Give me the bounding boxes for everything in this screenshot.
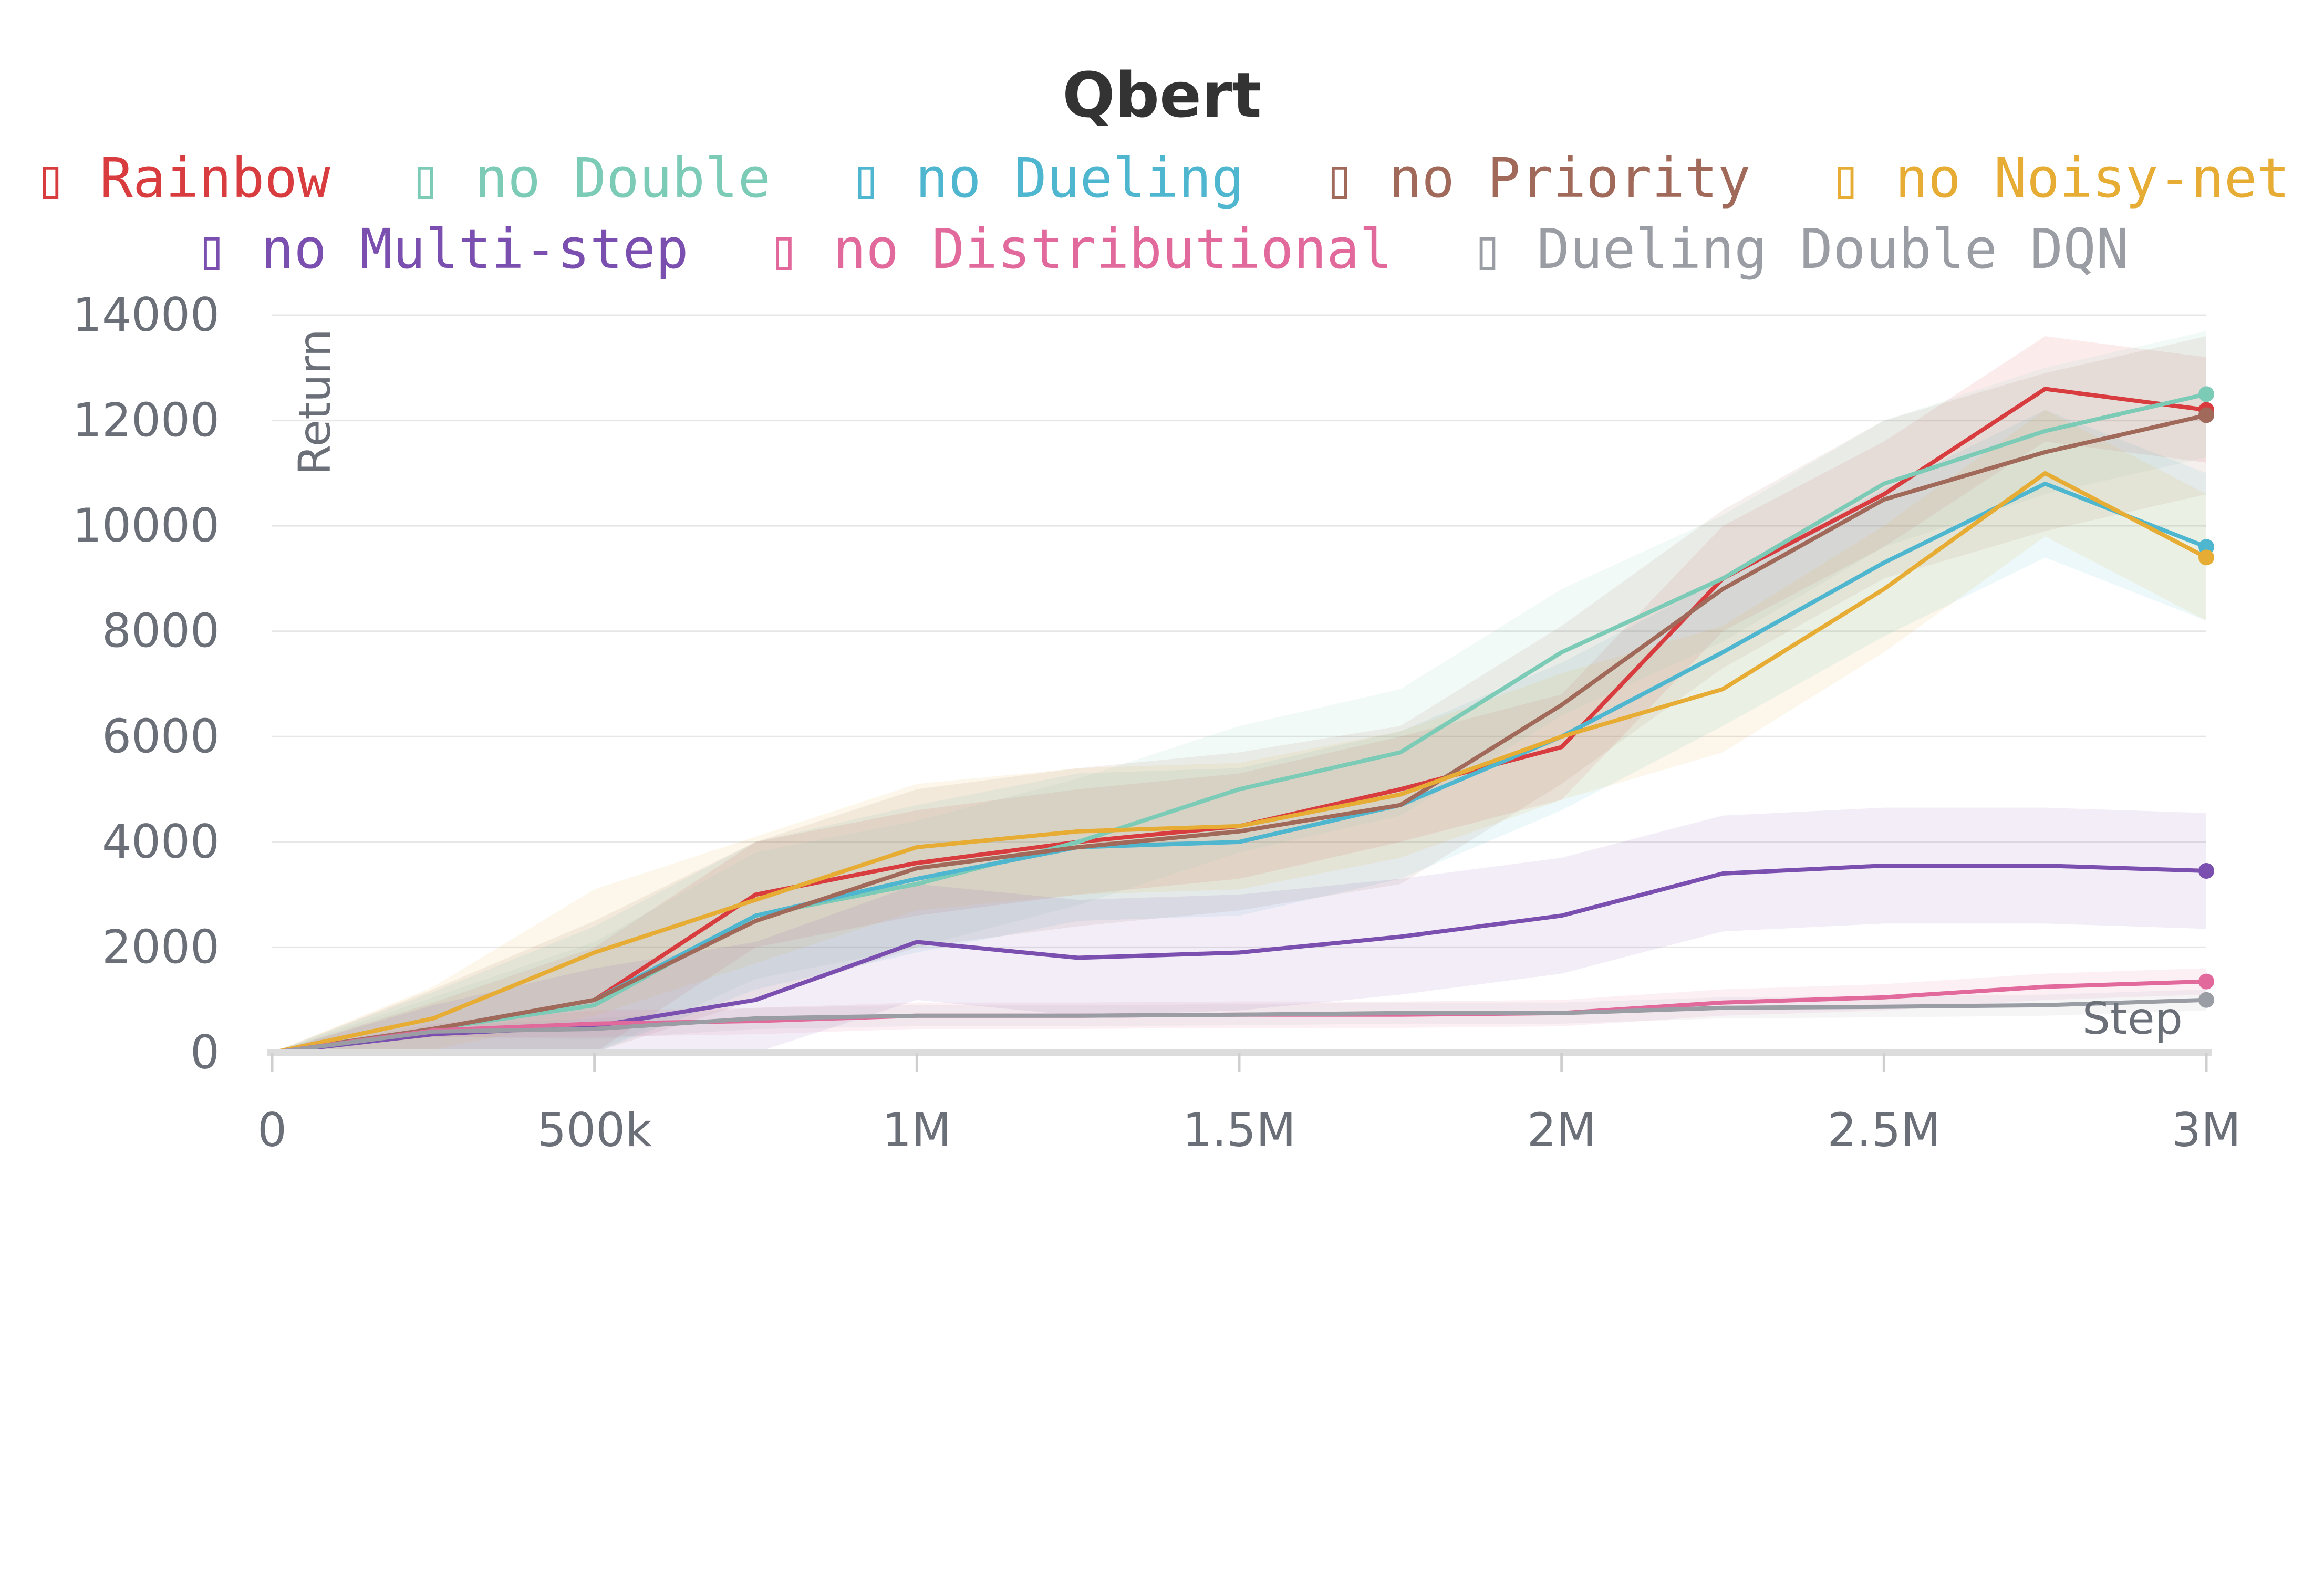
legend-item-no-noisy-net[interactable]: ▯ no Noisy-net [1829, 146, 2290, 210]
line-no-noisy-net [270, 471, 2208, 1055]
legend-marker-icon: ▯ [34, 146, 67, 210]
legend-label: no Multi-step [261, 217, 689, 281]
series-lines [270, 386, 2214, 1055]
legend-item-no-multi-step[interactable]: ▯ no Multi-step [195, 217, 689, 281]
confidence-bands [272, 331, 2206, 1053]
band-no-noisy-net [272, 410, 2206, 1053]
grid [272, 314, 2206, 948]
endpoint-no-double [2198, 386, 2214, 402]
x-tick-label: 0 [257, 1103, 287, 1157]
line-dueling-double-dqn [270, 997, 2208, 1055]
x-tick-label: 500k [537, 1103, 652, 1157]
y-tick-label: 12000 [72, 393, 220, 448]
band-rainbow [272, 336, 2206, 1053]
legend-marker-icon: ▯ [1323, 146, 1356, 210]
endpoint-no-noisy-net [2198, 549, 2214, 566]
legend-marker-icon: ▯ [195, 217, 229, 281]
y-tick-label: 4000 [102, 815, 220, 869]
y-tick-label: 8000 [102, 604, 220, 658]
legend-item-no-double[interactable]: ▯ no Double [409, 146, 771, 210]
y-tick-label: 14000 [72, 288, 220, 342]
x-tick-label: 1M [882, 1103, 951, 1157]
band-no-distributional [272, 968, 2206, 1053]
legend-marker-icon: ▯ [1471, 217, 1504, 281]
x-tick-label: 1.5M [1182, 1103, 1296, 1157]
legend-label: Rainbow [100, 146, 330, 210]
band-no-multi-step [272, 807, 2206, 1053]
y-axis-label: Return [289, 329, 340, 475]
y-tick-label: 6000 [102, 709, 220, 763]
y-tick-label: 10000 [72, 498, 220, 553]
legend-label: no Double [475, 146, 771, 210]
legend-marker-icon: ▯ [767, 217, 801, 281]
legend-marker-icon: ▯ [409, 146, 442, 210]
legend-label: no Dueling [915, 146, 1244, 210]
legend-label: no Distributional [833, 217, 1392, 281]
band-no-double [272, 331, 2206, 1053]
legend-item-rainbow[interactable]: ▯ Rainbow [34, 146, 330, 210]
legend-label: Dueling Double DQN [1537, 217, 2129, 281]
legend-label: no Noisy-net [1895, 146, 2290, 210]
legend-item-no-priority[interactable]: ▯ no Priority [1323, 146, 1751, 210]
legend-item-no-dueling[interactable]: ▯ no Dueling [849, 146, 1244, 210]
legend-item-dueling-double-dqn[interactable]: ▯ Dueling Double DQN [1471, 217, 2129, 281]
y-tick-label: 0 [190, 1025, 220, 1079]
legend-label: no Priority [1389, 146, 1751, 210]
endpoint-no-multi-step [2198, 863, 2214, 879]
endpoint-no-distributional [2198, 973, 2214, 990]
endpoint-dueling-double-dqn [2198, 992, 2214, 1008]
legend-marker-icon: ▯ [849, 146, 883, 210]
band-no-dueling [272, 410, 2206, 1053]
chart-title: Qbert [1062, 59, 1261, 131]
line-no-multi-step [270, 863, 2208, 1055]
line-no-double [270, 392, 2208, 1055]
legend-marker-icon: ▯ [1829, 146, 1862, 210]
y-tick-label: 2000 [102, 920, 220, 974]
band-no-priority [272, 336, 2206, 1053]
endpoint-no-priority [2198, 407, 2214, 423]
axes: 0 2000 4000 6000 8000 10000 12000 14000 0 500k 1M 1… [72, 288, 2241, 1157]
x-tick-label: 2.5M [1827, 1103, 1941, 1157]
x-axis-label: Step [2082, 993, 2183, 1044]
line-no-priority [270, 413, 2208, 1055]
band-dueling-double-dqn [272, 989, 2206, 1053]
legend: ▯ Rainbow ▯ no Double ▯ no Dueling ▯ no Priorit… [34, 146, 2290, 281]
legend-item-no-distributional[interactable]: ▯ no Distributional [767, 217, 1393, 281]
x-tick-label: 3M [2172, 1103, 2241, 1157]
x-tick-label: 2M [1527, 1103, 1596, 1157]
